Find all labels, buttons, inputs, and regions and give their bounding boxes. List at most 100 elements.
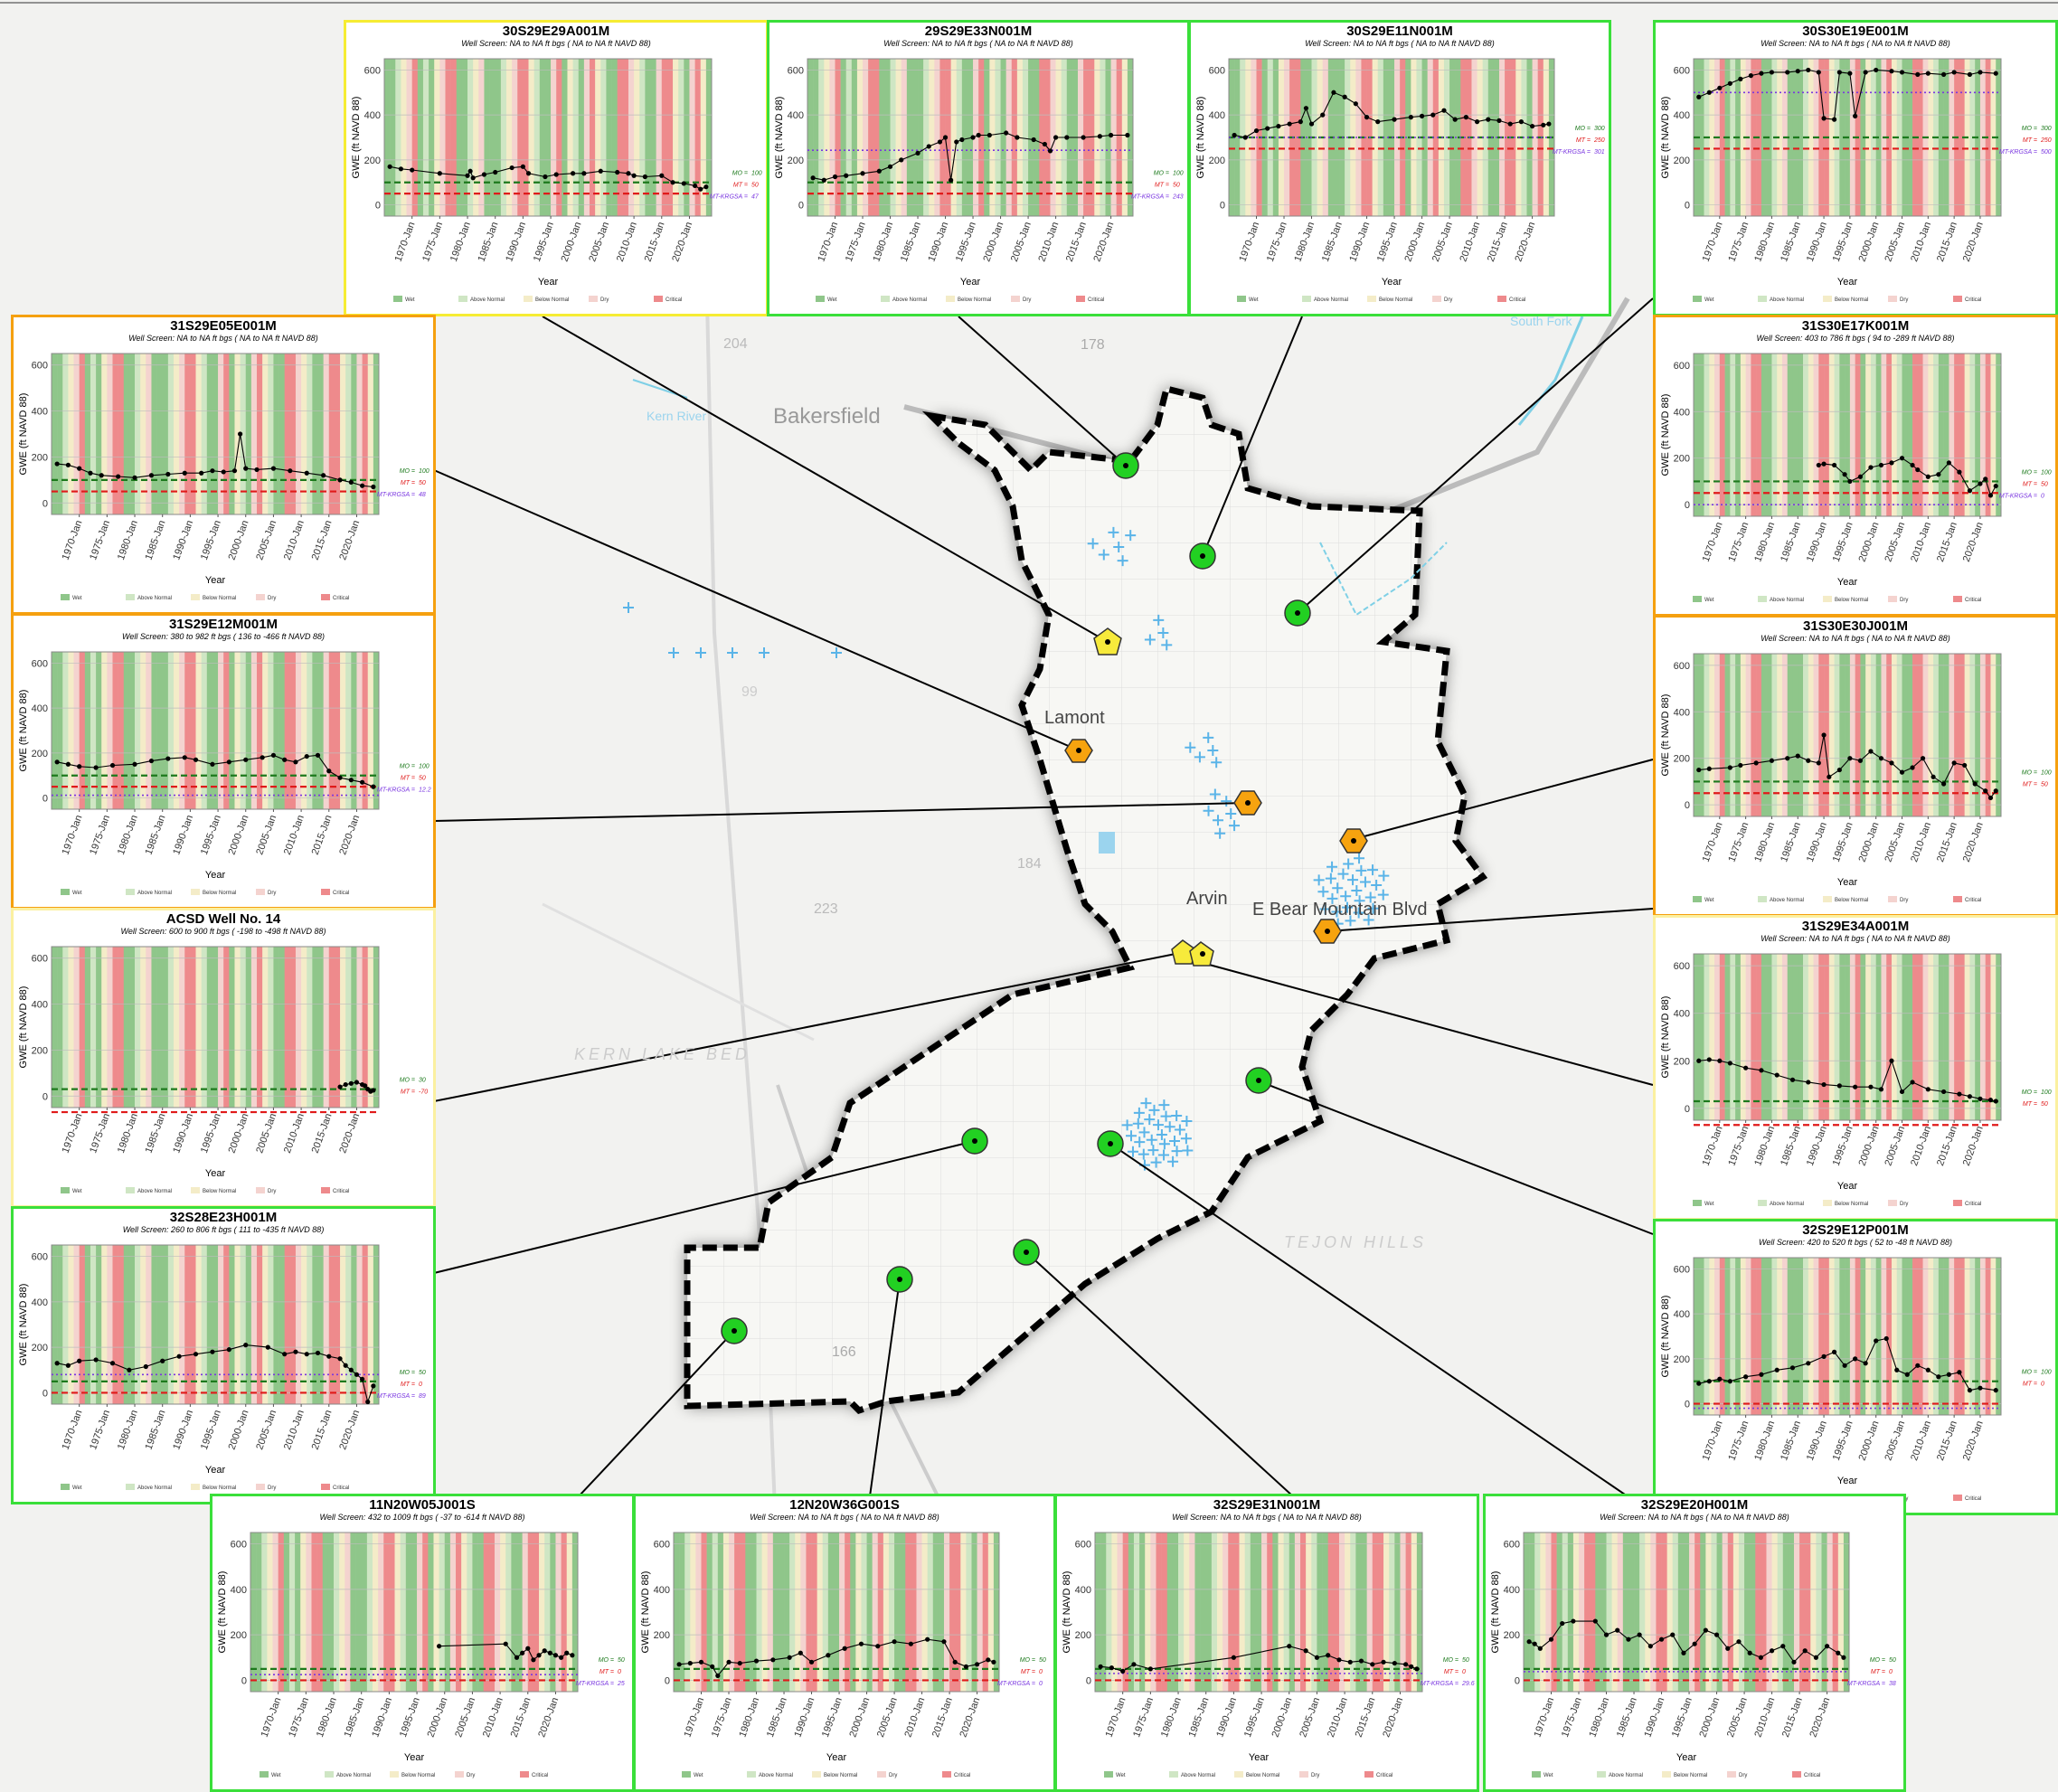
water-year-band xyxy=(833,1533,840,1692)
data-point xyxy=(348,1367,354,1372)
water-year-band xyxy=(705,59,713,216)
chart-panel-31S29E34A001M[interactable]: 31S29E34A001M Well Screen: NA to NA ft bg… xyxy=(1653,915,2058,1221)
water-year-band xyxy=(561,1533,568,1692)
chart-panel-31S30E30J001M[interactable]: 31S30E30J001M Well Screen: NA to NA ft bg… xyxy=(1653,615,2058,917)
water-year-band xyxy=(1860,354,1866,516)
water-year-band xyxy=(1808,654,1814,816)
x-tick-label: 1975-Jan xyxy=(1131,1696,1156,1739)
legend-swatch xyxy=(1597,1771,1606,1778)
data-point xyxy=(1780,1644,1786,1649)
chart-panel-30S29E29A001M[interactable]: 30S29E29A001M Well Screen: NA to NA ft bg… xyxy=(344,20,769,316)
y-tick-label: 0 xyxy=(1685,500,1690,511)
water-year-band xyxy=(1949,954,1955,1120)
water-year-band xyxy=(1896,354,1902,516)
threshold-value: 50 xyxy=(2041,1101,2048,1108)
water-year-band xyxy=(1792,954,1798,1120)
water-year-band xyxy=(96,947,102,1108)
chart-title: 32S29E12P001M xyxy=(1802,1222,1909,1238)
water-year-band xyxy=(101,1245,108,1404)
legend-label: Below Normal xyxy=(1835,297,1868,303)
x-tick-label: 2010-Jan xyxy=(282,814,307,856)
y-tick-label: 600 xyxy=(1674,1264,1690,1275)
chart-title: 11N20W05J001S xyxy=(369,1497,476,1513)
water-year-band xyxy=(1810,1533,1817,1692)
y-tick-label: 200 xyxy=(1674,156,1690,166)
legend-swatch xyxy=(1693,896,1702,902)
water-year-band xyxy=(52,947,58,1108)
legend-label: Dry xyxy=(1900,1202,1908,1207)
water-year-band xyxy=(449,1533,457,1692)
data-point xyxy=(642,174,647,180)
water-year-band xyxy=(378,1533,384,1692)
plot-frame xyxy=(1693,653,2002,817)
water-year-band xyxy=(1744,1533,1751,1692)
y-tick-label: 0 xyxy=(1685,1400,1690,1410)
water-year-band xyxy=(1891,654,1898,816)
legend-swatch xyxy=(61,1187,70,1193)
data-point xyxy=(1537,1646,1543,1651)
water-year-band xyxy=(1705,1533,1712,1692)
water-year-band xyxy=(1875,354,1882,516)
water-year-band xyxy=(622,59,629,216)
chart-panel-31S29E12M001M[interactable]: 31S29E12M001M Well Screen: 380 to 982 ft … xyxy=(11,613,436,910)
chart-panel-32S28E23H001M[interactable]: 32S28E23H001M Well Screen: 260 to 806 ft … xyxy=(11,1206,436,1504)
chart-panel-30S30E19E001M[interactable]: 30S30E19E001M Well Screen: NA to NA ft bg… xyxy=(1653,20,2058,316)
water-year-band xyxy=(1849,59,1855,216)
chart-panel-32S29E12P001M[interactable]: 32S29E12P001M Well Screen: 420 to 520 ft … xyxy=(1653,1219,2058,1515)
water-year-band xyxy=(173,1245,180,1404)
water-year-band xyxy=(1985,354,1991,516)
legend-label: Below Normal xyxy=(203,891,236,896)
water-year-band xyxy=(1959,354,1965,516)
chart-panel-30S29E11N001M[interactable]: 30S29E11N001M Well Screen: NA to NA ft bg… xyxy=(1188,20,1611,316)
water-year-band xyxy=(278,652,285,809)
chart-panel-32S29E31N001M[interactable]: 32S29E31N001M Well Screen: NA to NA ft bg… xyxy=(1054,1494,1479,1792)
x-tick-label: 1990-Jan xyxy=(171,814,195,856)
water-year-band xyxy=(1306,1533,1312,1692)
water-year-band xyxy=(1738,1533,1745,1692)
plot-frame xyxy=(51,1244,380,1405)
data-point xyxy=(1463,115,1468,120)
x-tick-label: 2020-Jan xyxy=(536,1696,561,1739)
legend-label: Above Normal xyxy=(470,297,505,303)
water-year-band xyxy=(323,354,330,514)
water-year-band xyxy=(512,59,518,216)
data-point xyxy=(221,469,226,475)
data-point xyxy=(1863,70,1868,75)
x-tick-label: 1970-Jan xyxy=(1701,1419,1725,1462)
x-axis-label: Year xyxy=(1837,877,1858,888)
legend-swatch xyxy=(1792,1771,1801,1778)
water-year-band xyxy=(1228,1533,1234,1692)
water-year-band xyxy=(1849,654,1855,816)
water-year-band xyxy=(284,1245,291,1404)
water-year-band xyxy=(123,947,130,1108)
water-year-band xyxy=(987,1533,995,1692)
data-point xyxy=(1983,788,1988,794)
chart-panel-11N20W05J001S[interactable]: 11N20W05J001S Well Screen: 432 to 1009 ft… xyxy=(210,1494,635,1792)
data-point xyxy=(1298,119,1303,125)
threshold-value: 0 xyxy=(618,1669,621,1675)
chart-panel-29S29E33N001M[interactable]: 29S29E33N001M Well Screen: NA to NA ft bg… xyxy=(767,20,1190,316)
data-point xyxy=(1821,116,1827,121)
water-year-band xyxy=(1886,654,1893,816)
water-year-band xyxy=(295,652,302,809)
legend-label: Critical xyxy=(954,1773,970,1778)
water-year-band xyxy=(52,652,58,809)
water-year-band xyxy=(229,947,235,1108)
data-point xyxy=(1706,1379,1712,1384)
legend-swatch xyxy=(126,1187,135,1193)
data-point xyxy=(293,759,298,765)
legend-label: Above Normal xyxy=(1770,598,1804,603)
x-tick-label: 2005-Jan xyxy=(254,1409,278,1451)
data-point xyxy=(1358,1658,1364,1664)
chart-panel-ACSD-Well-No-14[interactable]: ACSD Well No. 14 Well Screen: 600 to 900 … xyxy=(11,908,436,1208)
chart-panel-12N20W36G001S[interactable]: 12N20W36G001S Well Screen: NA to NA ft bg… xyxy=(633,1494,1056,1792)
chart-panel-31S30E17K001M[interactable]: 31S30E17K001M Well Screen: 403 to 786 ft … xyxy=(1653,315,2058,617)
data-point xyxy=(481,172,487,177)
y-axis-label: GWE (ft NAVD 88) xyxy=(351,97,362,179)
chart-subtitle: Well Screen: 432 to 1009 ft bgs ( -37 to… xyxy=(320,1513,525,1522)
chart-panel-31S29E05E001M[interactable]: 31S29E05E001M Well Screen: NA to NA ft bg… xyxy=(11,315,436,615)
water-year-band xyxy=(1766,1533,1772,1692)
chart-panel-32S29E20H001M[interactable]: 32S29E20H001M Well Screen: NA to NA ft bg… xyxy=(1483,1494,1906,1792)
